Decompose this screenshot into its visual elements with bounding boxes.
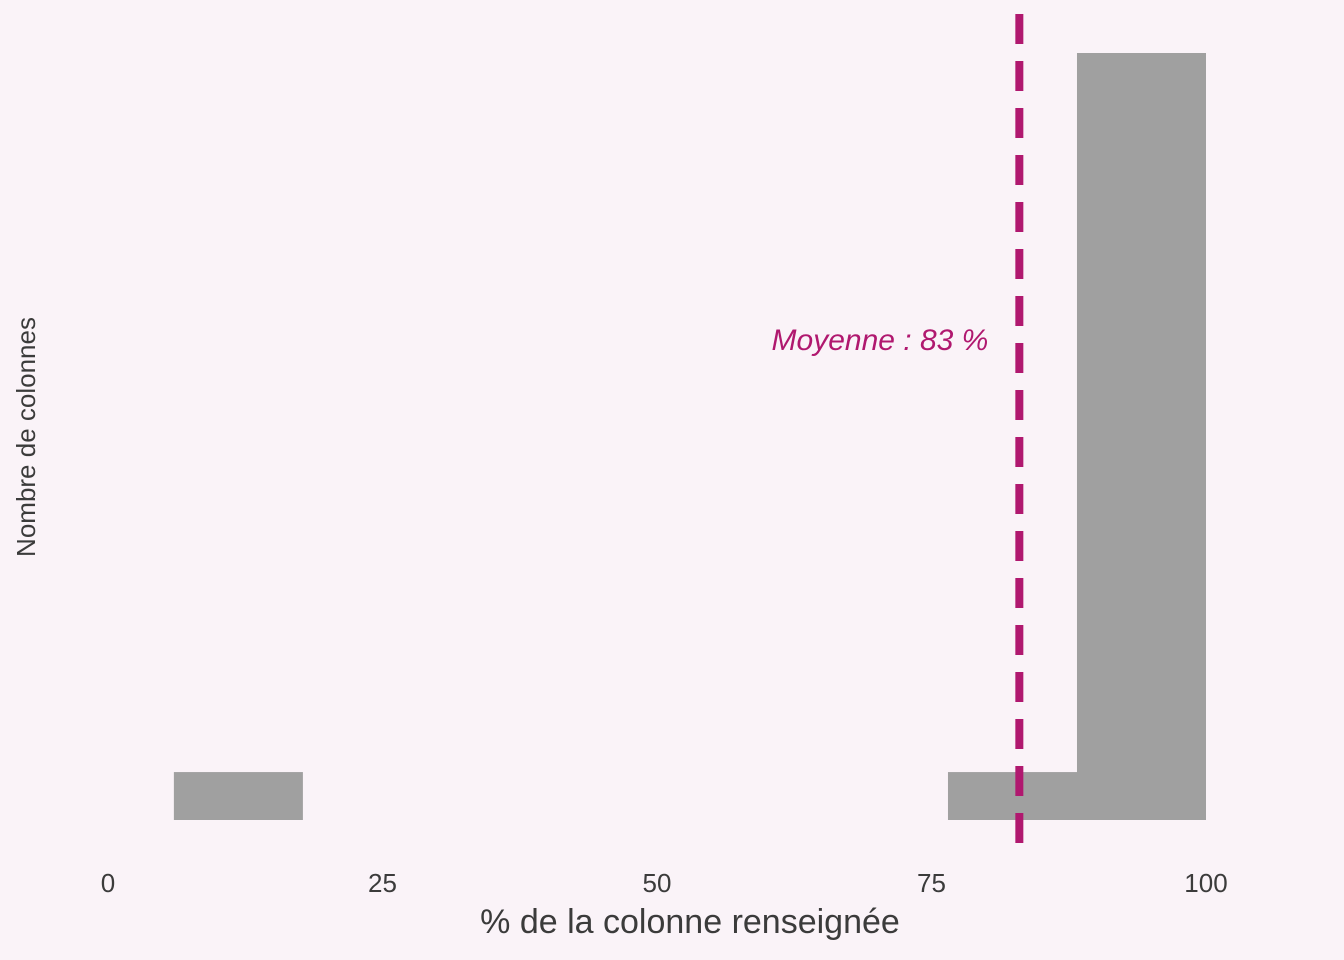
bar xyxy=(173,772,303,820)
y-axis-label: Nombre de colonnes xyxy=(11,317,41,557)
mean-annotation: Moyenne : 83 % xyxy=(772,324,989,357)
x-tick-label: 50 xyxy=(643,868,672,898)
x-tick-label: 75 xyxy=(917,868,946,898)
x-tick-label: 0 xyxy=(101,868,115,898)
x-tick-label: 25 xyxy=(368,868,397,898)
bar xyxy=(947,772,1077,820)
x-tick-label: 100 xyxy=(1184,868,1227,898)
x-axis-label: % de la colonne renseignée xyxy=(480,903,900,941)
bar xyxy=(1076,53,1206,820)
